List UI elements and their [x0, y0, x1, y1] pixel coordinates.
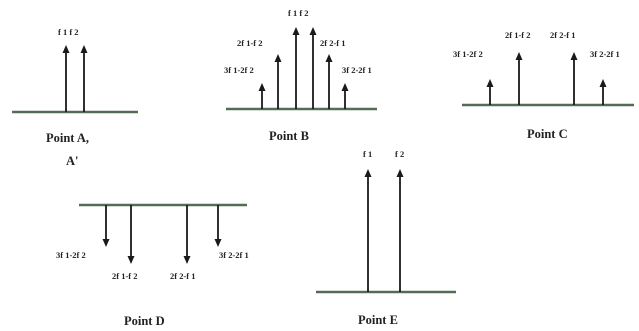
- arrow-2f2-f1: [325, 54, 333, 109]
- arrow-2f1-f2: [515, 52, 523, 105]
- arrow-3f1-2f2: [102, 205, 110, 247]
- panel-a: f 1 f 2 Point A, A': [12, 27, 138, 168]
- panel-b: f 1 f 2 2f 1-f 2 2f 2-f 1 3f 1-2f 2 3f 2…: [224, 8, 377, 143]
- panel-a-subtitle: A': [66, 154, 79, 168]
- arrow-f2: [80, 45, 88, 112]
- arrow-2f1-f2: [274, 54, 282, 109]
- arrow-f2: [396, 169, 404, 292]
- arrow-f2: [309, 27, 317, 109]
- arrow-f1: [292, 27, 300, 109]
- panel-c-title: Point C: [527, 127, 568, 141]
- label-2f2-f1: 2f 2-f 1: [550, 30, 576, 40]
- label-2f2-f1: 2f 2-f 1: [170, 271, 196, 281]
- arrow-3f2-2f1: [214, 205, 222, 247]
- arrow-3f1-2f2: [486, 79, 494, 105]
- arrow-3f2-2f1: [599, 79, 607, 105]
- label-3f2-2f1: 3f 2-2f 1: [590, 49, 620, 59]
- panel-c: 2f 1-f 2 2f 2-f 1 3f 1-2f 2 3f 2-2f 1 Po…: [453, 30, 634, 141]
- label-3f1-2f2: 3f 1-2f 2: [453, 49, 483, 59]
- arrow-3f2-2f1: [341, 83, 349, 109]
- panel-e: f 1 f 2 Point E: [316, 149, 456, 327]
- label-2f1-f2: 2f 1-f 2: [112, 271, 138, 281]
- label-f2: f 2: [395, 149, 404, 159]
- label-2f1-f2: 2f 1-f 2: [505, 30, 531, 40]
- arrow-2f1-f2: [127, 205, 135, 264]
- arrow-f1: [62, 45, 70, 112]
- label-3f1-2f2: 3f 1-2f 2: [224, 65, 254, 75]
- label-3f2-2f1: 3f 2-2f 1: [219, 250, 249, 260]
- arrow-2f2-f1: [570, 52, 578, 105]
- panel-b-title: Point B: [269, 129, 309, 143]
- label-3f1-2f2: 3f 1-2f 2: [56, 250, 86, 260]
- label-3f2-2f1: 3f 2-2f 1: [342, 65, 372, 75]
- arrow-f1: [364, 169, 372, 292]
- label-f1: f 1: [363, 149, 372, 159]
- panel-e-title: Point E: [358, 313, 398, 327]
- panel-d-title: Point D: [124, 314, 165, 328]
- arrow-2f2-f1: [183, 205, 191, 264]
- label-f1-f2: f 1 f 2: [58, 27, 79, 37]
- panel-d: 3f 1-2f 2 3f 2-2f 1 2f 1-f 2 2f 2-f 1 Po…: [56, 203, 249, 328]
- panel-a-title: Point A,: [46, 131, 89, 145]
- arrow-3f1-2f2: [258, 83, 266, 109]
- label-2f2-f1: 2f 2-f 1: [320, 38, 346, 48]
- label-f1-f2: f 1 f 2: [288, 8, 309, 18]
- label-2f1-f2: 2f 1-f 2: [237, 38, 263, 48]
